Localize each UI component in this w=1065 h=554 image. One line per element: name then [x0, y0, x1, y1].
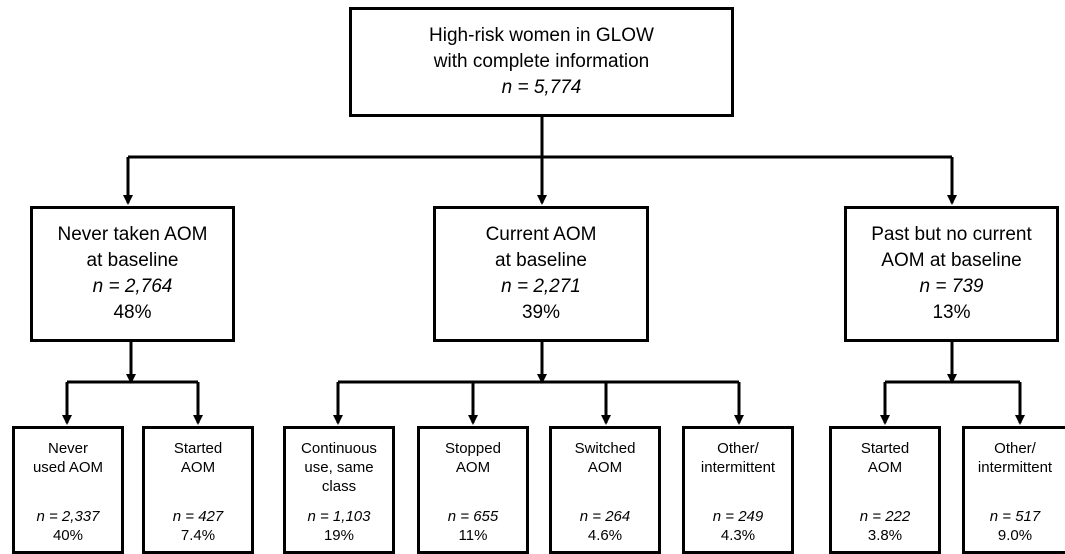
leaf-label-line: AOM: [455, 459, 491, 476]
leaf-n: n = 249: [712, 508, 764, 525]
group-n: n = 739: [919, 276, 984, 297]
leaf-n: n = 264: [579, 508, 631, 525]
leaf-box-never-used: Never used AOM n = 2,337 40%: [12, 426, 124, 554]
leaf-label-line: Other/: [717, 440, 759, 457]
leaf-label-line: Switched: [574, 440, 636, 457]
leaf-pct: 11%: [458, 527, 488, 544]
leaf-box-continuous: Continuous use, same class n = 1,103 19%: [283, 426, 395, 554]
leaf-label-line: Started: [860, 440, 910, 457]
group-n: n = 2,271: [501, 276, 581, 297]
leaf-box-started-past: Started AOM n = 222 3.8%: [829, 426, 941, 554]
leaf-label-line: Continuous: [301, 440, 377, 457]
leaf-label-line: Started: [173, 440, 223, 457]
leaf-pct: 3.8%: [867, 527, 903, 544]
group-n: n = 2,764: [92, 276, 173, 297]
leaf-label-line: AOM: [180, 459, 216, 476]
leaf-pct: 4.6%: [587, 527, 623, 544]
group-title-line2: at baseline: [86, 250, 179, 271]
leaf-label-line: use, same: [304, 459, 374, 476]
root-title-line1: High-risk women in GLOW: [429, 25, 654, 46]
leaf-label-line: Stopped: [445, 440, 501, 457]
leaf-box-other-intermittent-past: Other/ intermittent n = 517 9.0%: [962, 426, 1065, 554]
root-n: n = 5,774: [501, 77, 582, 98]
leaf-label-line: AOM: [867, 459, 903, 476]
leaf-pct: 7.4%: [180, 527, 216, 544]
leaf-label-line: Other/: [994, 440, 1036, 457]
leaf-box-switched: Switched AOM n = 264 4.6%: [549, 426, 661, 554]
leaf-label-line: AOM: [587, 459, 623, 476]
leaf-pct: 9.0%: [997, 527, 1033, 544]
group-pct: 39%: [521, 302, 561, 323]
leaf-n: n = 1,103: [307, 508, 371, 525]
leaf-label-line: intermittent: [977, 459, 1053, 476]
group-pct: 48%: [113, 302, 152, 323]
leaf-n: n = 222: [859, 508, 911, 525]
leaf-label-line: intermittent: [700, 459, 776, 476]
leaf-n: n = 427: [172, 508, 224, 525]
group-title-line1: Never taken AOM: [57, 224, 208, 245]
leaf-box-other-intermittent: Other/ intermittent n = 249 4.3%: [682, 426, 794, 554]
leaf-label-line: class: [321, 478, 357, 495]
leaf-n: n = 655: [447, 508, 499, 525]
group-title-line1: Current AOM: [485, 224, 597, 245]
leaf-label-line: used AOM: [32, 459, 104, 476]
group-title-line1: Past but no current: [871, 224, 1032, 245]
leaf-box-started: Started AOM n = 427 7.4%: [142, 426, 254, 554]
group-title-line2: at baseline: [495, 250, 587, 271]
group-pct: 13%: [932, 302, 971, 323]
leaf-pct: 19%: [323, 527, 354, 544]
root-title-line2: with complete information: [433, 51, 650, 72]
root-box: High-risk women in GLOW with complete in…: [349, 7, 734, 117]
group-box-past: Past but no current AOM at baseline n = …: [844, 206, 1059, 342]
leaf-pct: 4.3%: [720, 527, 756, 544]
leaf-pct: 40%: [52, 527, 83, 544]
leaf-n: n = 2,337: [36, 508, 100, 525]
leaf-label-line: Never: [47, 440, 88, 457]
group-box-current: Current AOM at baseline n = 2,271 39%: [433, 206, 649, 342]
group-title-line2: AOM at baseline: [881, 250, 1022, 271]
leaf-n: n = 517: [989, 508, 1041, 525]
group-box-never-taken: Never taken AOM at baseline n = 2,764 48…: [30, 206, 235, 342]
leaf-box-stopped: Stopped AOM n = 655 11%: [417, 426, 529, 554]
